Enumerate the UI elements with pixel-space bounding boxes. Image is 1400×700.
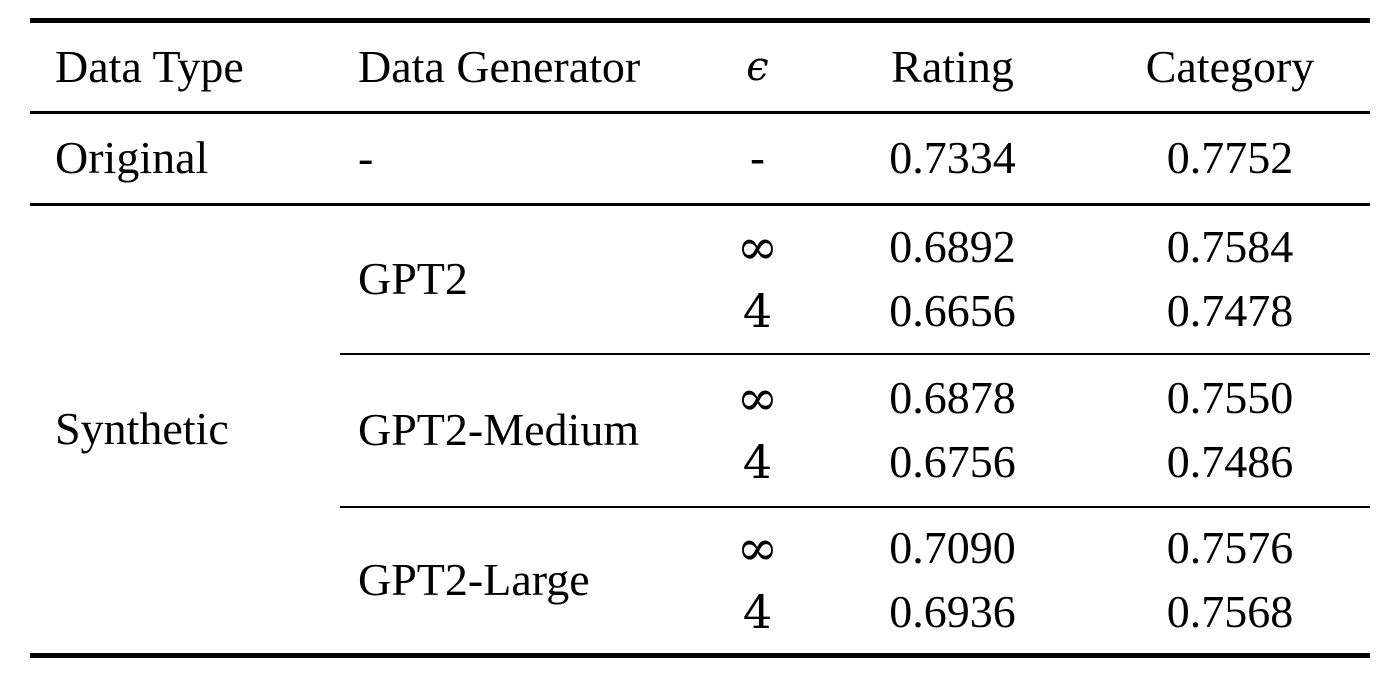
cell-original-data-type: Original: [30, 112, 340, 206]
value-category-gpt2-4: 0.7478: [1166, 285, 1294, 337]
row-group-gpt2-medium: GPT2-Medium ∞ 4 0.6878 0.6756 0.7550 0.7…: [30, 352, 1370, 507]
value-rating-gpt2-inf: 0.6892: [889, 221, 1016, 273]
value-epsilon-gpt2-4: 4: [742, 284, 773, 339]
col-header-data-type: Data Type: [30, 20, 340, 114]
paper-table-figure: Data Type Data Generator ϵ Rating Catego…: [0, 18, 1400, 700]
value-epsilon-gpt2-large-4: 4: [742, 585, 773, 640]
row-group-gpt2-large: GPT2-Large ∞ 4 0.7090 0.6936 0.7576 0.75…: [30, 505, 1370, 656]
cell-generator-gpt2-medium: GPT2-Medium: [340, 352, 700, 507]
cell-original-rating: 0.7334: [815, 112, 1090, 206]
cell-epsilon-gpt2: ∞ 4: [700, 205, 815, 354]
value-rating-gpt2-large-inf: 0.7090: [889, 522, 1016, 574]
cell-synthetic-label: Synthetic: [55, 403, 229, 455]
cell-original-epsilon: -: [700, 112, 815, 206]
cell-category-gpt2: 0.7584 0.7478: [1090, 205, 1370, 354]
value-rating-gpt2-large-4: 0.6936: [889, 586, 1016, 638]
value-rating-gpt2-medium-4: 0.6756: [889, 436, 1016, 487]
col-header-epsilon: ϵ: [700, 20, 815, 114]
cell-epsilon-gpt2-large: ∞ 4: [700, 505, 815, 656]
value-epsilon-gpt2-large-inf: ∞: [736, 519, 779, 578]
cell-category-gpt2-medium: 0.7550 0.7486: [1090, 352, 1370, 507]
col-header-rating: Rating: [815, 20, 1090, 114]
value-category-gpt2-inf: 0.7584: [1166, 221, 1294, 273]
header-row: Data Type Data Generator ϵ Rating Catego…: [30, 20, 1370, 114]
value-epsilon-gpt2-inf: ∞: [736, 218, 779, 277]
value-epsilon-gpt2-medium-4: 4: [742, 435, 773, 489]
col-header-category: Category: [1090, 20, 1370, 114]
cell-generator-gpt2: GPT2: [358, 252, 468, 304]
value-category-gpt2-medium-inf: 0.7550: [1166, 372, 1294, 423]
cell-rating-gpt2-large: 0.7090 0.6936: [815, 505, 1090, 656]
value-rating-gpt2-medium-inf: 0.6878: [889, 372, 1016, 423]
cell-generator-gpt2-large: GPT2-Large: [340, 505, 700, 656]
cell-original-category: 0.7752: [1090, 112, 1370, 206]
results-table: Data Type Data Generator ϵ Rating Catego…: [30, 18, 1370, 658]
row-original: Original - - 0.7334 0.7752: [30, 112, 1370, 206]
cell-epsilon-gpt2-medium: ∞ 4: [700, 352, 815, 507]
value-rating-gpt2-4: 0.6656: [889, 285, 1016, 337]
cell-category-gpt2-large: 0.7576 0.7568: [1090, 505, 1370, 656]
value-category-gpt2-large-4: 0.7568: [1166, 586, 1294, 638]
cell-rating-gpt2: 0.6892 0.6656: [815, 205, 1090, 354]
value-category-gpt2-medium-4: 0.7486: [1166, 436, 1294, 487]
row-group-gpt2: Synthetic GPT2 ∞ 4 0.6892 0.6656 0.7584 …: [30, 205, 1370, 454]
value-category-gpt2-large-inf: 0.7576: [1166, 522, 1294, 574]
col-header-data-generator: Data Generator: [340, 20, 700, 114]
value-epsilon-gpt2-medium-inf: ∞: [736, 369, 779, 427]
cell-rating-gpt2-medium: 0.6878 0.6756: [815, 352, 1090, 507]
cell-original-generator: -: [340, 112, 700, 206]
